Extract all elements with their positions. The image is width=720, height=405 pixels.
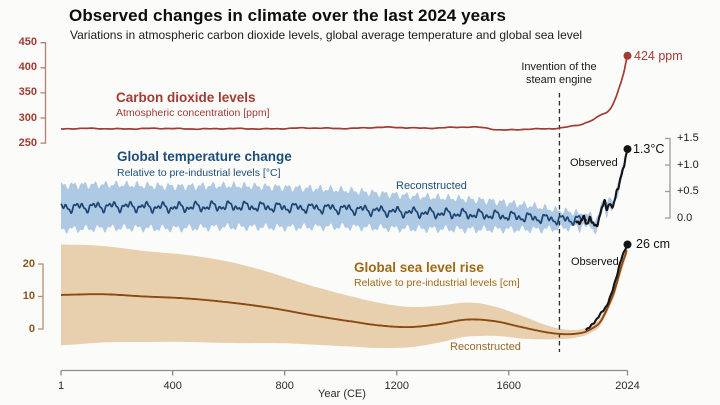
- page-title: Observed changes in climate over the las…: [69, 6, 507, 25]
- sea-level-panel-subtitle: Relative to pre-industrial levels [cm]: [354, 277, 520, 289]
- sea-level-end-value-label: 26 cm: [636, 237, 671, 251]
- temperature-panel-subtitle: Relative to pre-industrial levels [°C]: [117, 167, 281, 179]
- sea-level-observed-label: Observed: [571, 256, 619, 268]
- co2-axis-tick-label: 450: [18, 36, 37, 49]
- sea-level-panel-title: Global sea level rise: [354, 260, 484, 275]
- co2-axis-tick-label: 250: [18, 136, 37, 149]
- sea-level-reconstructed-label: Reconstructed: [450, 341, 521, 353]
- temperature-end-dot: [623, 145, 632, 154]
- co2-axis-tick-label: 350: [18, 86, 37, 99]
- co2-end-value-label: 424 ppm: [634, 49, 683, 63]
- x-axis-tick-label: 2024: [615, 380, 640, 392]
- co2-panel-title: Carbon dioxide levels: [116, 90, 256, 105]
- co2-axis-tick-label: 400: [18, 61, 37, 74]
- x-axis-tick-label: 400: [163, 380, 182, 392]
- temperature-axis: [665, 137, 671, 219]
- page-subtitle: Variations in atmospheric carbon dioxide…: [70, 28, 583, 42]
- temperature-axis-tick-label: +1.0: [677, 158, 699, 171]
- co2-panel-subtitle: Atmospheric concentration [ppm]: [116, 107, 270, 119]
- temperature-observed-label: Observed: [570, 157, 618, 169]
- temperature-end-value-label: 1.3°C: [633, 142, 665, 156]
- sea-level-axis-tick-label: 20: [22, 257, 35, 270]
- sea-level-end-dot: [623, 240, 632, 249]
- temperature-axis-tick-label: +1.5: [677, 132, 699, 144]
- sea-level-axis-tick-label: 0: [28, 322, 35, 335]
- sea-level-axis: [38, 263, 44, 330]
- co2-end-dot: [623, 51, 632, 60]
- temperature-reconstructed-label: Reconstructed: [396, 180, 467, 192]
- x-axis-tick-label: 1600: [496, 380, 521, 392]
- temperature-observed-line: [575, 148, 629, 228]
- sea-level-reconstructed-line: [61, 250, 628, 336]
- sea-level-observed-line: [584, 243, 629, 331]
- temperature-panel-title: Global temperature change: [117, 149, 292, 164]
- sea-level-axis-tick-label: 10: [22, 290, 35, 302]
- x-axis-tick-label: 1200: [384, 380, 409, 392]
- temperature-reconstructed-line: [60, 200, 588, 226]
- x-axis-tick-label: 800: [275, 380, 294, 392]
- x-axis-tick-label: 1: [57, 380, 65, 392]
- steam-engine-annotation: Invention of the steam engine: [521, 61, 597, 87]
- temperature-axis-tick-label: 0.0: [677, 211, 693, 224]
- temperature-axis-tick-label: +0.5: [677, 185, 699, 197]
- x-axis: [60, 369, 629, 376]
- co2-line: [61, 55, 629, 131]
- co2-axis: [40, 42, 47, 144]
- x-axis-title: Year (CE): [318, 388, 366, 400]
- co2-axis-tick-label: 300: [18, 111, 37, 124]
- sea-level-uncertainty-band: [61, 244, 628, 348]
